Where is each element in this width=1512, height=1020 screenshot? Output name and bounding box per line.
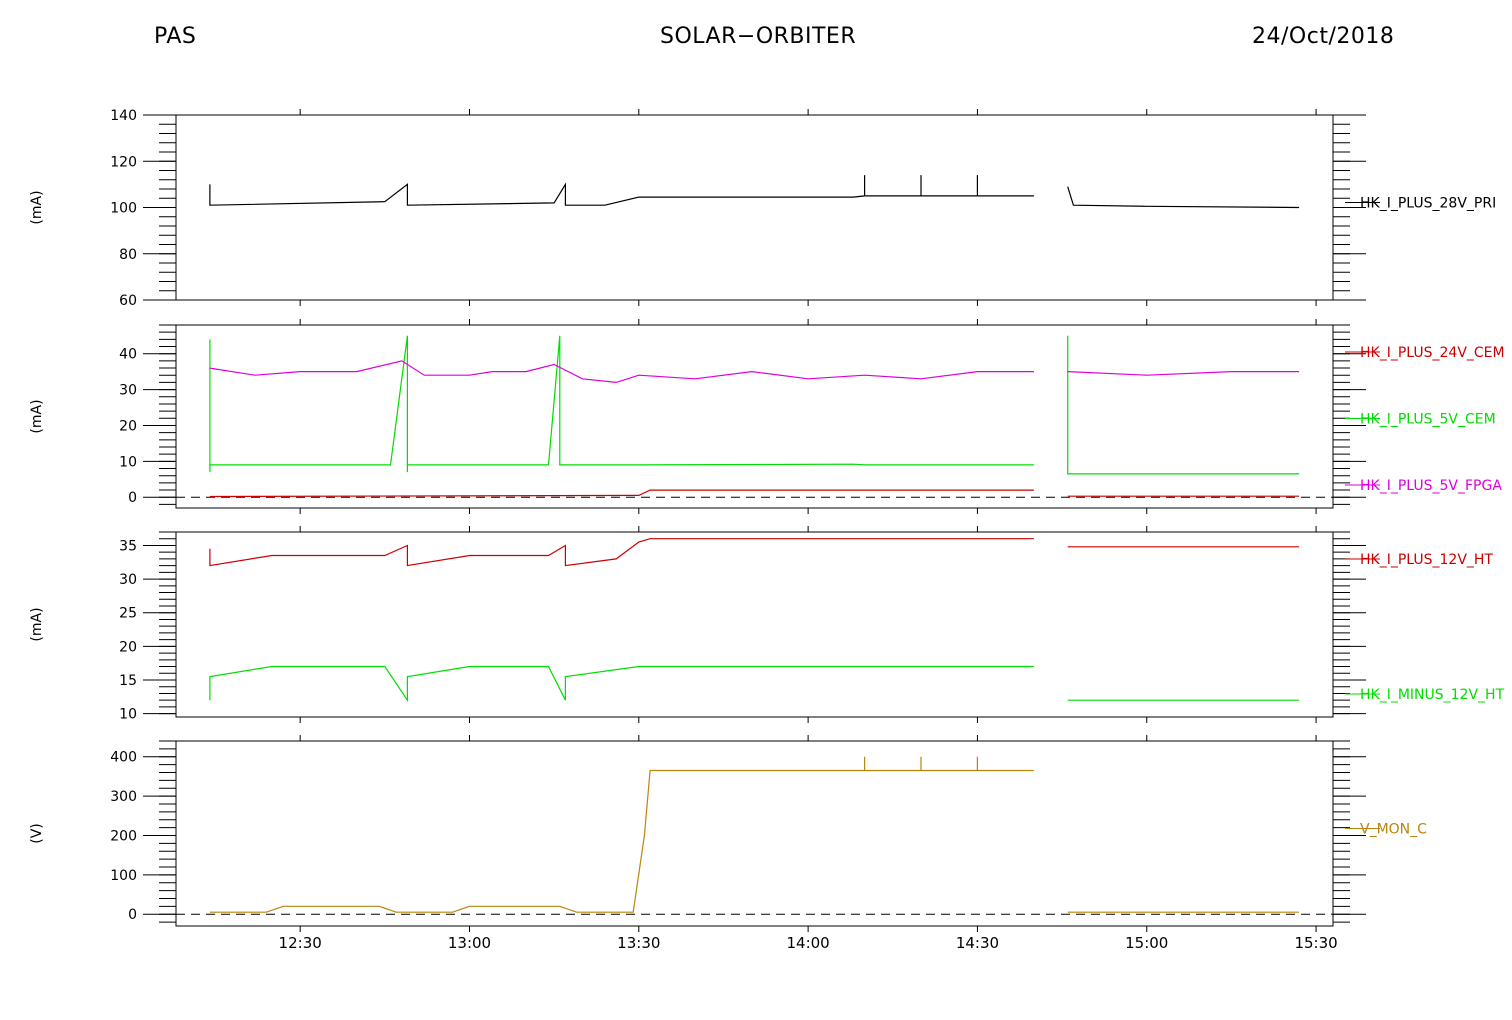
panel-frame (175, 114, 1334, 301)
panel-3: 10 15 20 25 30 35 (mA) HK_I_PLUS_12V_HT HK_I_MIN… (29, 526, 1505, 723)
y-tick-label: 10 (119, 454, 137, 470)
x-tick-label: 14:30 (956, 934, 999, 952)
y-tick-label: 300 (110, 789, 137, 805)
y-tick-label: 200 (110, 828, 137, 844)
legend-label: HK_I_MINUS_12V_HT (1360, 687, 1505, 703)
y-tick-label: 0 (128, 490, 137, 506)
series-line-hk-i-plus-12v-ht (209, 538, 1034, 567)
series-line-hk-i-plus-5v-fpga (1067, 371, 1300, 376)
series-line-hk-i-plus-24v-cem (209, 489, 1034, 498)
panel-4: 0 100 200 300 400 (V) V_MON_C (29, 735, 1427, 932)
series-line-hk-i-plus-5v-fpga (209, 360, 1034, 384)
panel-frame (175, 740, 1334, 927)
panel-1: 60 80 100 120 140 (mA) HK_I_PLUS_28V_PRI (29, 108, 1496, 309)
y-tick-label: 25 (119, 606, 137, 622)
legend-label: HK_I_PLUS_5V_CEM (1360, 412, 1496, 428)
y-tick-label: 30 (119, 383, 137, 399)
legend-label: HK_I_PLUS_5V_FPGA (1360, 478, 1502, 494)
y-tick-label: 40 (119, 347, 137, 363)
panel-frame (175, 531, 1334, 718)
y-axis-label: (V) (29, 823, 45, 844)
series-line-hk-i-plus-28v-pri (1067, 186, 1300, 209)
series-line-hk-i-plus-5v-cem (209, 335, 1034, 473)
panel-frame (175, 324, 1334, 509)
y-axis-label: (mA) (29, 399, 45, 433)
y-tick-label: 10 (119, 707, 137, 723)
series-line-v-mon-c (209, 756, 1034, 913)
y-tick-label: 60 (119, 293, 137, 309)
legend-label: HK_I_PLUS_24V_CEM (1360, 345, 1505, 361)
x-tick-label: 13:00 (448, 934, 491, 952)
legend-label: HK_I_PLUS_12V_HT (1360, 552, 1493, 568)
center-title: SOLAR−ORBITER (660, 24, 857, 49)
series-line-hk-i-plus-28v-pri (209, 175, 1034, 206)
y-tick-label: 20 (119, 418, 137, 434)
y-tick-label: 35 (119, 538, 137, 554)
y-tick-label: 0 (128, 907, 137, 923)
y-tick-label: 400 (110, 750, 137, 766)
legend-label: V_MON_C (1360, 822, 1427, 838)
y-tick-label: 140 (110, 108, 137, 124)
y-axis-label: (mA) (29, 607, 45, 641)
y-tick-label: 30 (119, 572, 137, 588)
panel-2: 0 10 20 30 40 (mA) HK_I_PLUS_24V_CEM HK_I_PLUS_… (29, 319, 1505, 514)
y-tick-label: 80 (119, 247, 137, 263)
series-line-hk-i-plus-5v-cem (1067, 335, 1300, 475)
y-tick-label: 100 (110, 868, 137, 884)
y-tick-label: 15 (119, 673, 137, 689)
series-line-hk-i-minus-12v-ht (209, 665, 1034, 703)
legend-label: HK_I_PLUS_28V_PRI (1360, 196, 1496, 212)
y-tick-label: 120 (110, 154, 137, 170)
y-axis-label: (mA) (29, 190, 45, 224)
x-tick-label: 13:30 (617, 934, 660, 952)
x-tick-label: 15:30 (1294, 934, 1337, 952)
x-tick-label: 12:30 (279, 934, 322, 952)
y-tick-label: 20 (119, 639, 137, 655)
y-tick-label: 100 (110, 201, 137, 217)
date-title: 24/Oct/2018 (1252, 24, 1395, 49)
x-tick-label: 14:00 (786, 934, 829, 952)
left-title: PAS (154, 24, 197, 49)
x-tick-label: 15:00 (1125, 934, 1168, 952)
